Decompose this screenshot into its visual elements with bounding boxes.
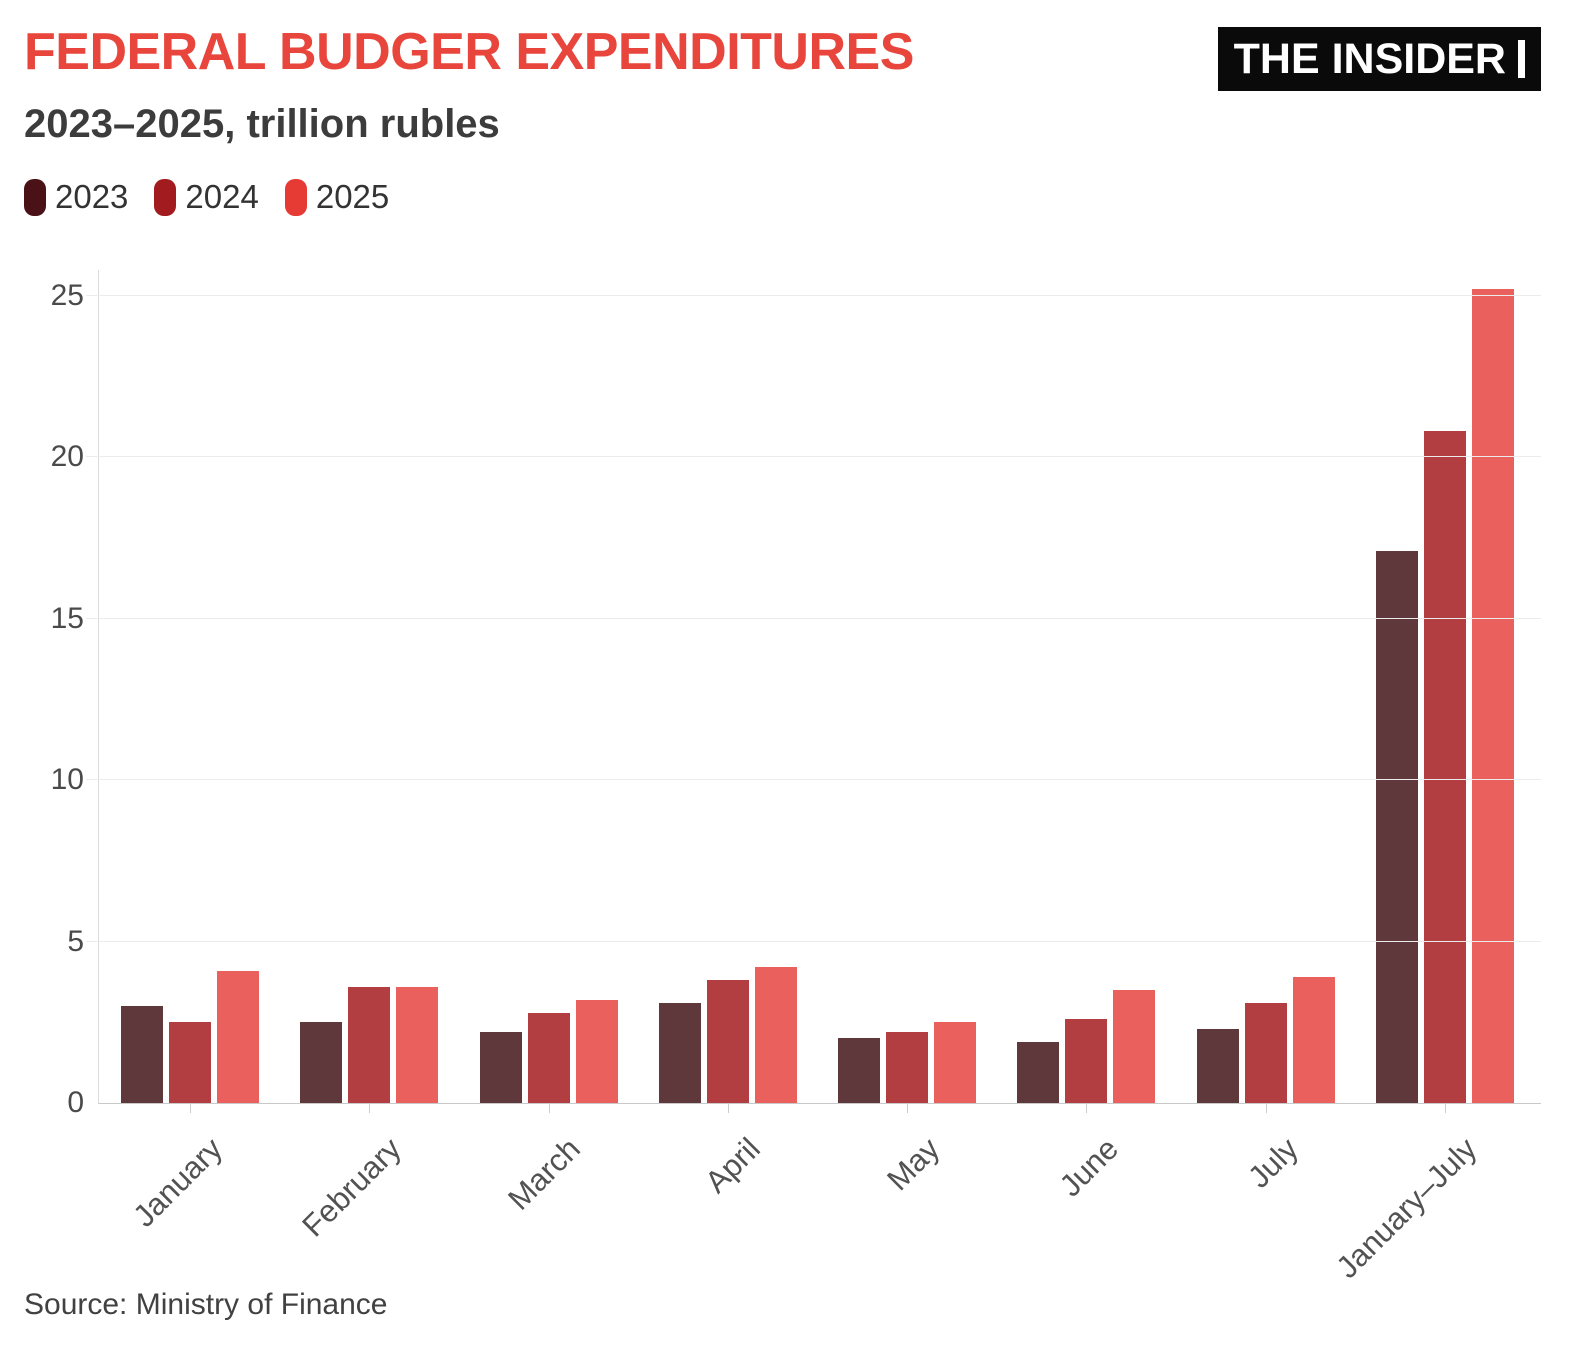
bar-2025 <box>1292 977 1335 1103</box>
bar-group-february: February <box>296 986 439 1243</box>
bar-2024 <box>1065 1019 1108 1103</box>
x-tick <box>1086 1103 1088 1113</box>
bar-2025 <box>217 970 259 1103</box>
y-tick-label: 0 <box>67 1086 84 1119</box>
logo-text: THE INSIDER <box>1233 34 1506 83</box>
legend-label: 2024 <box>185 178 259 215</box>
bar-2025 <box>754 967 797 1103</box>
y-tick-label: 20 <box>50 440 84 474</box>
x-tick-label: April <box>697 1131 767 1200</box>
bar-2024 <box>169 1022 211 1103</box>
bar-2023 <box>479 1031 522 1103</box>
x-tick-label: July <box>1240 1131 1305 1195</box>
bar-2024 <box>348 986 391 1103</box>
bar-2024 <box>886 1031 929 1103</box>
x-tick-label: May <box>879 1131 946 1198</box>
bar-2024 <box>1423 431 1466 1103</box>
gridline <box>86 779 1541 781</box>
legend-swatch-2024 <box>154 178 177 216</box>
x-tick-label: February <box>295 1131 409 1244</box>
gridline <box>86 617 1541 619</box>
bar-2023 <box>1375 550 1418 1103</box>
legend-label: 2023 <box>55 178 129 215</box>
bar-2023 <box>300 1022 343 1103</box>
legend-label: 2025 <box>315 178 390 215</box>
bar-group-january: January <box>121 970 259 1234</box>
chart-subtitle: 2023–2025, trillion rubles <box>24 102 500 146</box>
x-tick <box>548 1103 550 1113</box>
legend-swatch-2023 <box>24 178 46 216</box>
bar-2024 <box>706 980 749 1103</box>
x-tick <box>1444 1103 1446 1113</box>
bar-group-april: April <box>658 967 797 1200</box>
the-insider-logo: THE INSIDER <box>1217 27 1541 91</box>
plot-area: January February March April May June July Janu… <box>86 270 1541 1285</box>
y-tick-label: 10 <box>50 763 84 797</box>
y-tick-label: 5 <box>67 924 84 958</box>
legend-item-2023: 2023 <box>24 178 128 216</box>
x-tick-label: June <box>1052 1131 1126 1204</box>
bar-2023 <box>121 1006 163 1103</box>
gridline <box>86 294 1541 296</box>
bar-group-january-july: January–July <box>1330 289 1514 1285</box>
x-tick <box>190 1103 191 1113</box>
bar-2023 <box>1017 1041 1060 1103</box>
bar-2023 <box>1196 1028 1239 1103</box>
bar-2024 <box>527 1012 570 1103</box>
legend-swatch-2025 <box>284 178 307 216</box>
bar-2025 <box>575 999 618 1103</box>
bar-chart: 0 5 10 15 20 25 January February March April May J… <box>0 270 1560 1285</box>
bar-group-march: March <box>479 999 618 1217</box>
legend-item-2025: 2025 <box>284 178 390 216</box>
bar-2023 <box>658 1002 701 1103</box>
legend-item-2024: 2024 <box>154 178 259 216</box>
x-tick <box>727 1103 729 1113</box>
gridline <box>86 940 1541 942</box>
page-title: FEDERAL BUDGER EXPENDITURES <box>24 23 914 81</box>
x-tick-label: March <box>501 1131 588 1217</box>
bar-2025 <box>1471 289 1514 1103</box>
x-tick-label: January–July <box>1329 1131 1484 1285</box>
source-note: Source: Ministry of Finance <box>24 1288 388 1321</box>
x-tick-label: January <box>126 1131 229 1234</box>
bar-2025 <box>934 1022 977 1103</box>
logo-cursor-bar <box>1518 40 1525 78</box>
y-axis: 0 5 10 15 20 25 <box>0 270 84 1119</box>
bar-2023 <box>838 1038 881 1103</box>
bar-group-june: June <box>1017 990 1156 1203</box>
x-tick <box>369 1103 371 1113</box>
gridline <box>86 456 1541 458</box>
y-tick-label: 15 <box>50 601 84 635</box>
chart-legend: 2023 2024 2025 <box>24 178 389 216</box>
bars-row: January February March April May June July Janu… <box>99 270 1541 1285</box>
bar-2025 <box>396 986 439 1103</box>
bar-2025 <box>1113 990 1156 1103</box>
bar-group-may: May <box>838 1022 977 1197</box>
bar-group-july: July <box>1196 977 1335 1195</box>
y-tick-label: 25 <box>50 278 84 312</box>
x-tick <box>1265 1103 1267 1113</box>
bar-2024 <box>1244 1002 1287 1103</box>
x-tick <box>907 1103 909 1113</box>
